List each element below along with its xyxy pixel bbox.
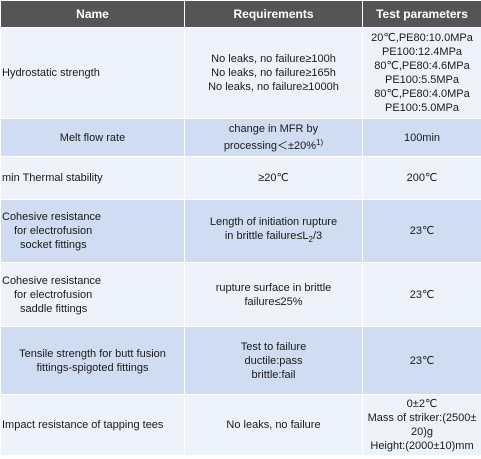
- parameter-line: Mass of striker:(2500±: [367, 412, 477, 424]
- parameter-line: 80℃,PE80:4.6MPa: [374, 60, 470, 72]
- header-test-parameters: Test parameters: [363, 1, 481, 27]
- requirement-text: processing＜±20%: [223, 140, 317, 152]
- row-name: min Thermal stability: [1, 157, 184, 199]
- row-requirements: Test to failure ductile:pass brittle:fai…: [185, 327, 362, 394]
- table-row-hydrostatic-strength: Hydrostatic strength No leaks, no failur…: [1, 28, 481, 118]
- requirement-line: failure≤25%: [244, 295, 303, 308]
- name-line: socket fittings: [20, 239, 87, 251]
- name-line: Cohesive resistance: [2, 274, 102, 287]
- requirement-line: brittle:fail: [251, 368, 296, 381]
- row-name: Cohesive resistance for electrofusion sa…: [1, 263, 184, 326]
- row-requirements: rupture surface in brittle failure≤25%: [185, 263, 362, 326]
- parameter-line: PE100:5.5MPa: [385, 74, 459, 86]
- row-test-parameters: 23℃: [363, 327, 481, 394]
- parameter-line: 80℃,PE80:4.0MPa: [374, 88, 470, 100]
- header-row: Name Requirements Test parameters: [1, 1, 481, 27]
- table-row-impact-resistance: Impact resistance of tapping tees No lea…: [1, 395, 481, 455]
- name-line: Cohesive resistance: [2, 211, 102, 223]
- row-test-parameters: 23℃: [363, 200, 481, 262]
- parameter-line: PE100:12.4MPa: [381, 46, 463, 58]
- table-row-tensile-strength: Tensile strength for butt fusion fitting…: [1, 327, 481, 394]
- table-row-cohesive-socket: Cohesive resistance for electrofusion so…: [1, 200, 481, 262]
- table-row-melt-flow-rate: Melt flow rate change in MFR by processi…: [1, 119, 481, 156]
- parameter-line: 0±2℃: [406, 398, 438, 410]
- row-requirements: ≥20℃: [185, 157, 362, 199]
- parameter-line: Height:(2000±10)mm: [370, 440, 474, 452]
- row-test-parameters: 200℃: [363, 157, 481, 199]
- name-line: saddle fittings: [20, 302, 88, 315]
- row-test-parameters: 0±2℃ Mass of striker:(2500± 20)g Height:…: [363, 395, 481, 455]
- name-line: for electrofusion: [14, 288, 93, 301]
- requirement-text: in brittle failure≤L: [224, 230, 309, 242]
- table-row-thermal-stability: min Thermal stability ≥20℃ 200℃: [1, 157, 481, 199]
- requirement-line: processing＜±20%1): [186, 136, 361, 153]
- table-row-cohesive-saddle: Cohesive resistance for electrofusion sa…: [1, 263, 481, 326]
- name-line: fittings-spigoted fittings: [36, 361, 149, 374]
- requirement-line: ductile:pass: [244, 354, 303, 367]
- row-requirements: No leaks, no failure≥100h No leaks, no f…: [185, 28, 362, 118]
- header-requirements: Requirements: [185, 1, 362, 27]
- parameter-line: PE100:5.0MPa: [385, 102, 459, 114]
- requirement-line: in brittle failure≤L2/3: [186, 229, 361, 247]
- row-test-parameters: 20℃,PE80:10.0MPa PE100:12.4MPa 80℃,PE80:…: [363, 28, 481, 118]
- row-name: Impact resistance of tapping tees: [1, 395, 184, 455]
- row-name: Cohesive resistance for electrofusion so…: [1, 200, 184, 262]
- requirement-line: No leaks, no failure≥1000h: [208, 81, 339, 93]
- row-name: Melt flow rate: [1, 119, 184, 156]
- row-name: Tensile strength for butt fusion fitting…: [1, 327, 184, 394]
- requirement-line: rupture surface in brittle: [215, 281, 332, 294]
- requirement-line: Length of initiation rupture: [209, 216, 338, 228]
- parameter-line: 20)g: [410, 426, 434, 438]
- parameter-line: 20℃,PE80:10.0MPa: [371, 32, 473, 44]
- requirement-line: No leaks, no failure≥100h: [211, 53, 336, 65]
- row-requirements: change in MFR by processing＜±20%1): [185, 119, 362, 156]
- requirement-text: /3: [312, 230, 323, 242]
- header-name: Name: [1, 1, 184, 27]
- row-name: Hydrostatic strength: [1, 28, 184, 118]
- row-test-parameters: 100min: [363, 119, 481, 156]
- name-line: for electrofusion: [14, 225, 93, 237]
- row-requirements: Length of initiation rupture in brittle …: [185, 200, 362, 262]
- requirement-line: change in MFR by: [228, 123, 319, 135]
- requirement-line: No leaks, no failure≥165h: [211, 67, 336, 79]
- row-requirements: No leaks, no failure: [185, 395, 362, 455]
- row-test-parameters: 23℃: [363, 263, 481, 326]
- subscript: 2: [308, 235, 313, 244]
- footnote-marker: 1): [316, 138, 324, 147]
- name-line: Tensile strength for butt fusion: [19, 347, 166, 360]
- requirement-line: Test to failure: [240, 340, 307, 353]
